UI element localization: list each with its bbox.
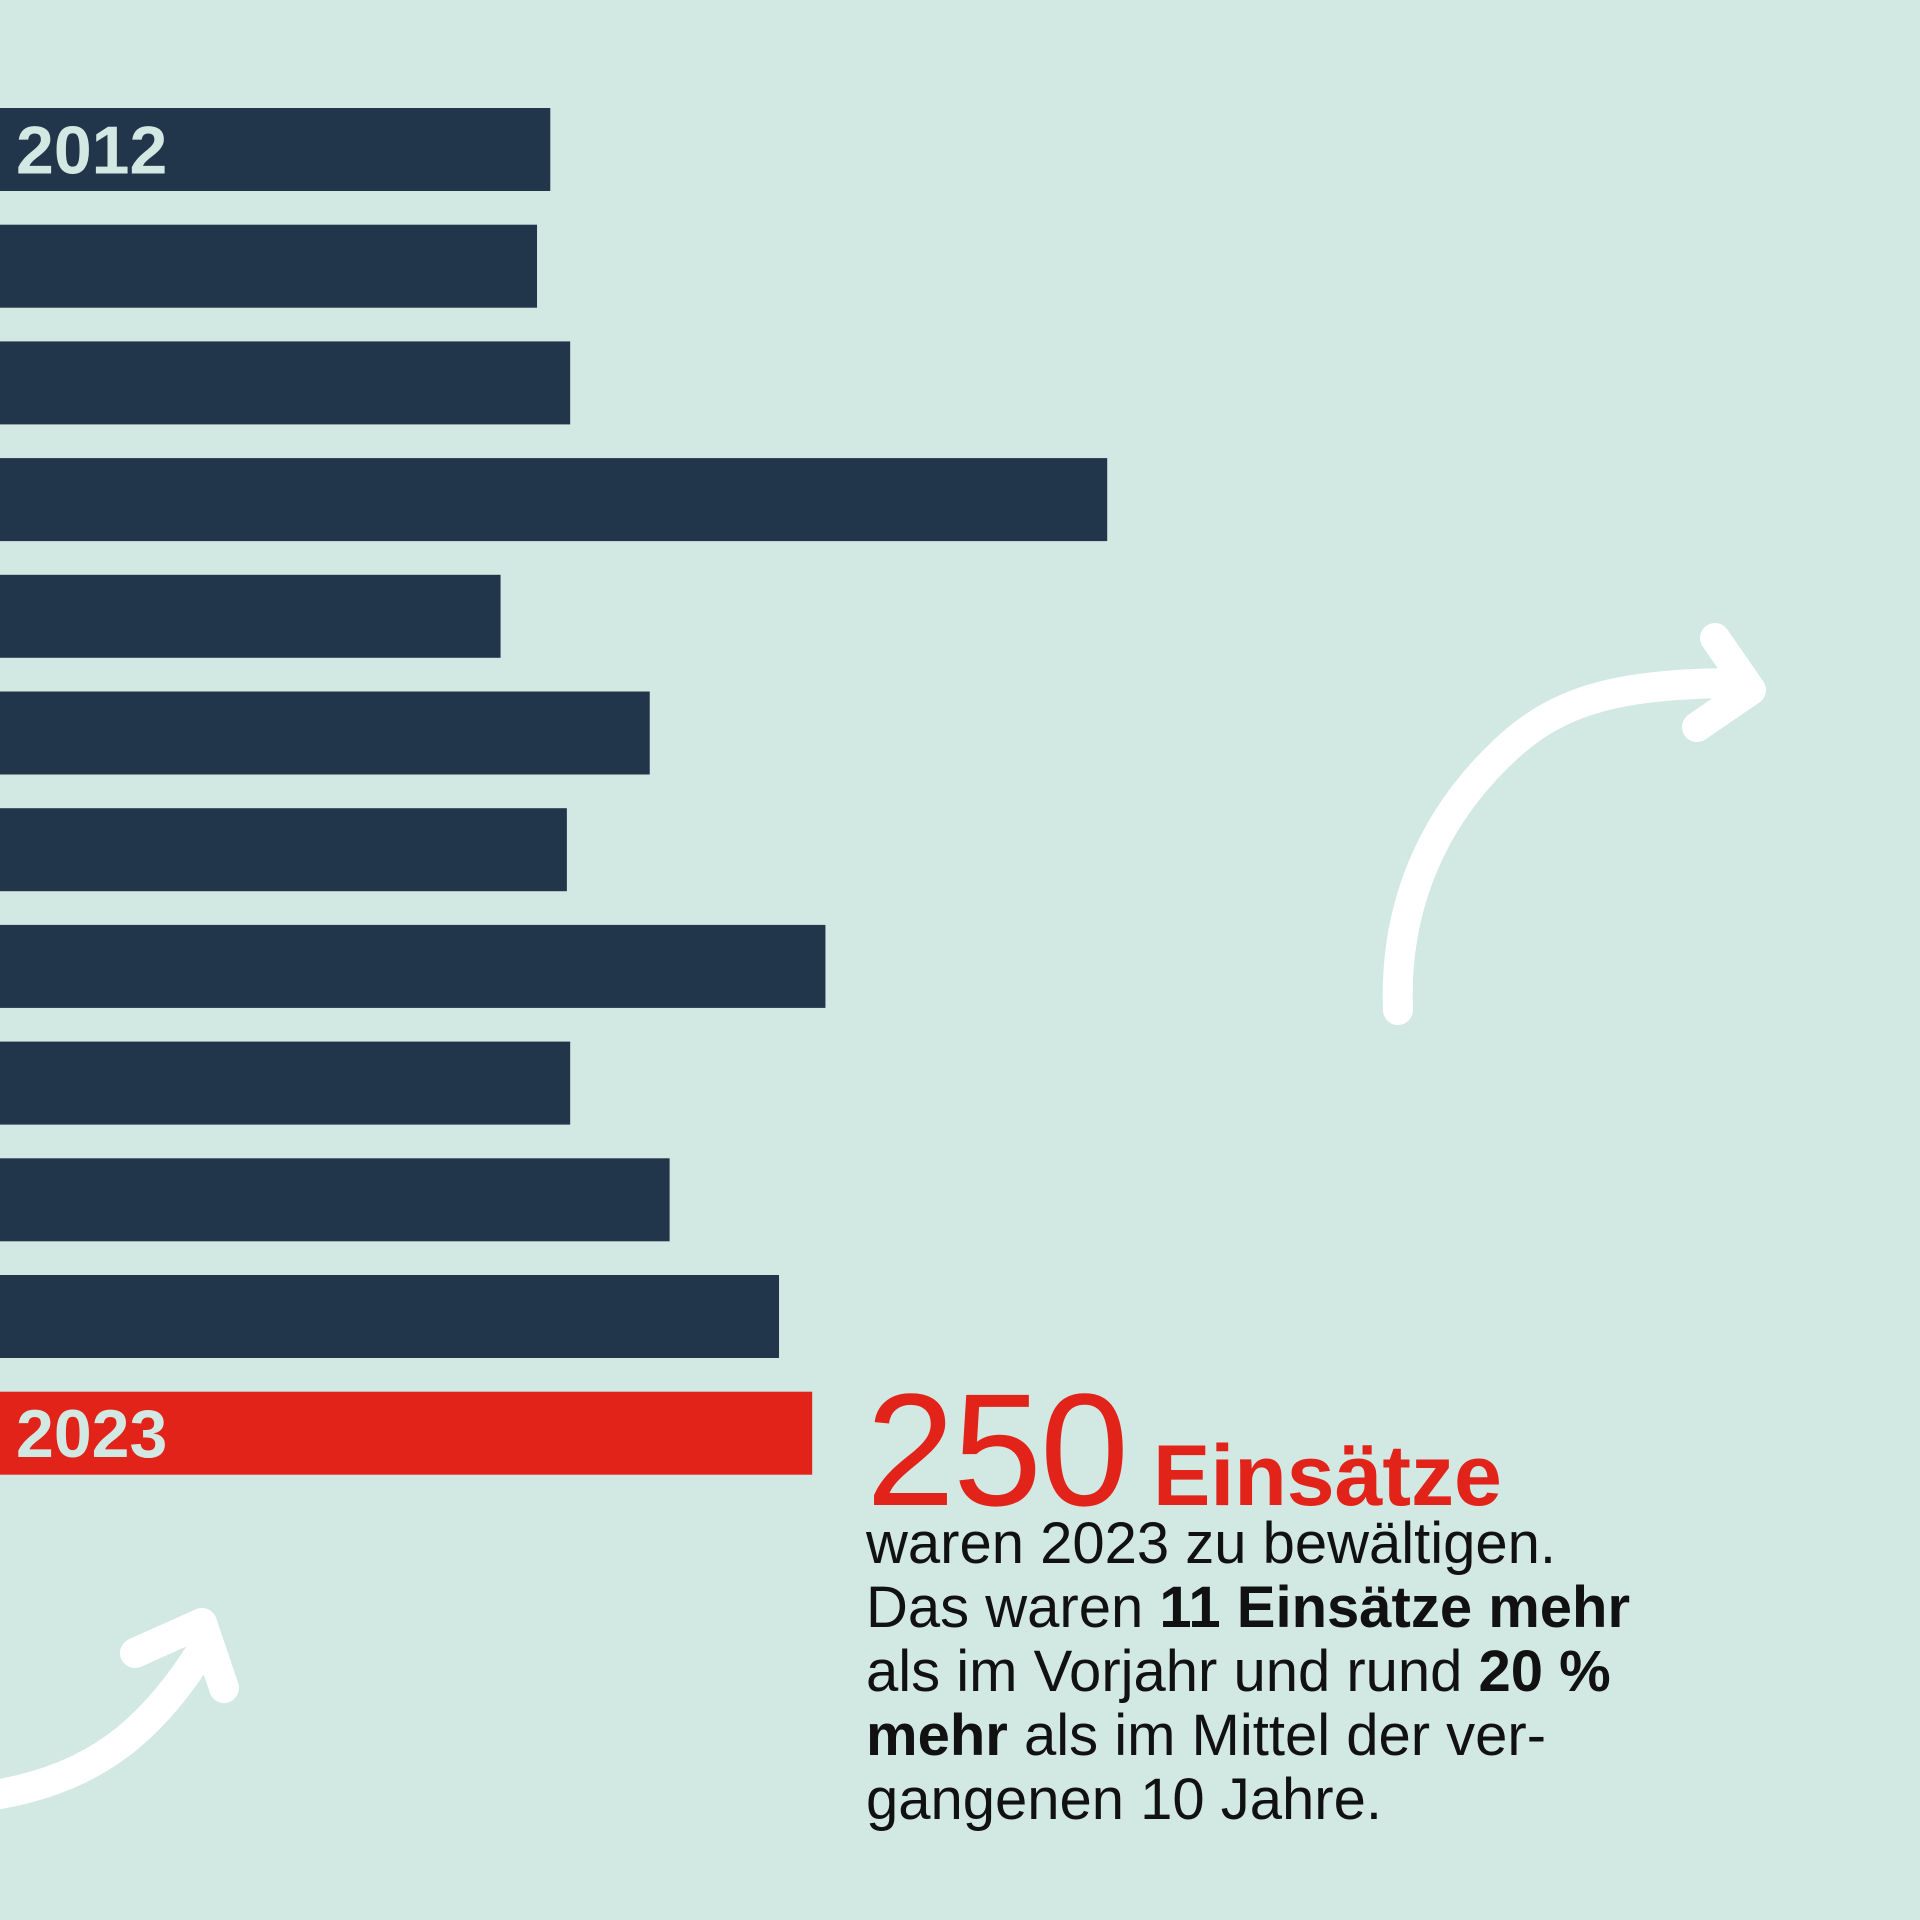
description-emphasis: 20 % [1478, 1639, 1611, 1704]
bar-2022 [0, 1275, 780, 1358]
bar-2021 [0, 1158, 670, 1242]
description-line-3: als im Vorjahr und rund 20 % [866, 1640, 1846, 1704]
bar-label-2012: 2012 [16, 113, 167, 189]
bar-2016 [0, 574, 501, 658]
description-line-2: Das waren 11 Einsätze mehr [866, 1576, 1846, 1640]
bar-2013 [0, 224, 538, 308]
headline: 250 Einsätze [866, 1358, 1502, 1542]
description-text-part: als im Mittel der ver- [1007, 1703, 1547, 1768]
arrow-curve-icon [0, 1608, 239, 1809]
bar-2019 [0, 924, 826, 1008]
description-line-1: waren 2023 zu bewältigen. [866, 1511, 1557, 1576]
description-emphasis: 11 Einsätze mehr [1159, 1575, 1631, 1640]
bar-2020 [0, 1041, 571, 1125]
bar-2018 [0, 808, 567, 892]
bar-2012 [0, 108, 551, 191]
bar-labels-group: 2012 2023 [16, 113, 167, 1473]
bars-group [0, 108, 1108, 1475]
arrow-up-right-icon [1382, 623, 1766, 1025]
bar-2014 [0, 341, 571, 425]
description-text-part: Das waren [866, 1575, 1160, 1640]
description-line-4: mehr als im Mittel der ver- [866, 1704, 1846, 1768]
bar-2017 [0, 691, 650, 775]
bar-label-2023: 2023 [16, 1396, 167, 1472]
headline-number: 250 [866, 1360, 1129, 1539]
bar-2015 [0, 458, 1108, 542]
headline-unit: Einsätze [1152, 1428, 1502, 1524]
description-text-part: als im Vorjahr und rund [866, 1639, 1479, 1704]
bar-2023 [0, 1391, 813, 1475]
description-text: waren 2023 zu bewältigen. Das waren 11 E… [866, 1512, 1846, 1832]
description-line-5: gangenen 10 Jahre. [866, 1767, 1382, 1832]
description-emphasis: mehr [866, 1703, 1008, 1768]
